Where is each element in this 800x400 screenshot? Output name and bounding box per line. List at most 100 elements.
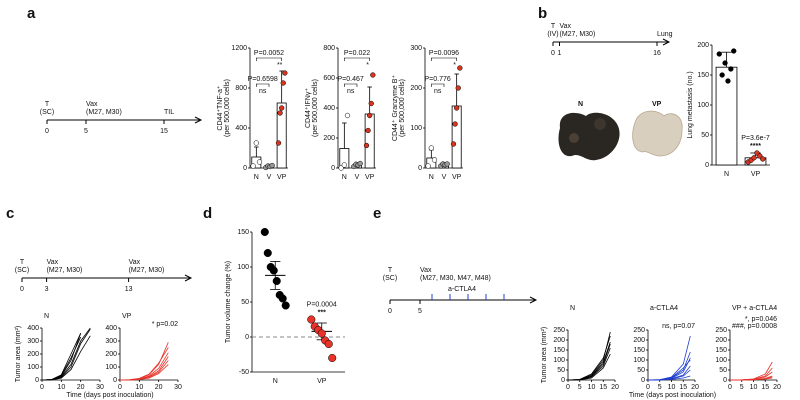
data-point (260, 227, 269, 237)
timeline-tick-label: 0 (20, 286, 24, 293)
data-point (370, 72, 376, 78)
data-point (428, 145, 434, 151)
data-point (425, 163, 431, 169)
nodule (594, 118, 606, 130)
significance: * (453, 62, 456, 69)
x-tick-label: 0 (566, 384, 570, 391)
x-tick-label: 30 (96, 384, 104, 391)
plot-title: N (44, 313, 49, 320)
x-tick-label: V (442, 174, 447, 181)
x-tick-label: VP (751, 171, 761, 178)
y-tick-label: 400 (323, 105, 335, 112)
y-axis-label: CD44⁺ Granzyme B⁺ (391, 75, 399, 141)
y-tick-label: 0 (35, 377, 39, 384)
y-tick-label: 300 (410, 45, 422, 52)
y-tick-label: 400 (105, 325, 117, 332)
growth-curve (41, 329, 91, 381)
growth-curve (647, 335, 691, 381)
significance: *** (318, 309, 326, 316)
timeline-tick-label: 0 (388, 308, 392, 315)
panel-letter: c (6, 205, 14, 222)
y-tick-label: 400 (235, 125, 247, 132)
significance-bracket (431, 83, 445, 87)
y-axis-label: Lung metastasis (no.) (687, 71, 694, 138)
y-tick-label: 200 (27, 351, 39, 358)
significance: ** (277, 62, 283, 69)
data-point (307, 315, 316, 324)
x-axis-label: Time (days post inoculation) (66, 392, 153, 399)
timeline-label: T (45, 101, 50, 108)
x-tick-label: 0 (728, 384, 732, 391)
timeline-tick-label: 5 (418, 308, 422, 315)
y-tick-label: 200 (105, 351, 117, 358)
x-tick-label: 10 (668, 384, 676, 391)
data-point (444, 161, 450, 167)
p-value: P=0.0096 (429, 50, 459, 57)
y-tick-label: 150 (633, 347, 645, 354)
y-tick-label: 200 (410, 85, 422, 92)
significance-bracket (344, 83, 358, 87)
growth-curve (648, 375, 691, 381)
y-tick-label: 600 (323, 75, 335, 82)
growth-curve (41, 335, 91, 381)
plot-title: VP + a-CTLA4 (732, 305, 777, 312)
x-tick-label: 20 (611, 384, 619, 391)
data-point (324, 339, 333, 349)
nodule (569, 133, 579, 143)
timeline-label: (M27, M30) (560, 31, 596, 38)
timeline-tick-label: 0 (45, 128, 49, 135)
x-tick-label: 20 (155, 384, 163, 391)
timeline-label: (SC) (383, 275, 397, 282)
lung-image-vp (632, 110, 683, 157)
data-point (277, 110, 283, 116)
y-axis-label: (per 500,000 cells) (224, 79, 231, 137)
x-tick-label: VP (365, 174, 375, 181)
x-tick-label: V (355, 174, 360, 181)
y-axis-label: (per 500,000 cells) (312, 79, 319, 137)
significance: ns (347, 88, 355, 95)
timeline-tick-label: 0 (551, 50, 555, 57)
y-tick-label: 100 (237, 264, 249, 271)
timeline-arrow (529, 296, 538, 304)
data-point (338, 165, 344, 171)
timeline-label: Vax (420, 267, 432, 274)
data-point (454, 105, 460, 111)
plot-note: ns, p=0.07 (662, 323, 695, 330)
significance: ns (259, 88, 267, 95)
x-tick-label: 0 (646, 384, 650, 391)
bar (364, 113, 375, 169)
y-tick-label: 300 (105, 338, 117, 345)
plot-title: a-CTLA4 (650, 305, 678, 312)
timeline-tick-label: 13 (125, 286, 133, 293)
y-tick-label: 50 (637, 367, 645, 374)
significance-bracket (431, 57, 457, 61)
panel-letter: d (203, 205, 212, 222)
y-axis-label: CD44⁺TNF-a⁺ (216, 85, 224, 130)
x-tick-label: 10 (57, 384, 65, 391)
data-point (716, 51, 722, 57)
y-tick-label: 100 (715, 357, 727, 364)
data-point (253, 140, 259, 146)
timeline-label: TIL (164, 109, 174, 116)
timeline-label: Vax (86, 101, 98, 108)
data-point (281, 301, 290, 310)
y-tick-label: 200 (715, 337, 727, 344)
p-value: P=0.0052 (254, 50, 284, 57)
y-tick-label: 200 (697, 42, 709, 49)
plot-note: ###, p=0.0008 (732, 323, 777, 330)
timeline-tick-label: 5 (84, 128, 88, 135)
data-point (357, 160, 363, 167)
data-point (341, 162, 347, 168)
y-tick-label: 50 (557, 367, 565, 374)
x-tick-label: 30 (174, 384, 182, 391)
data-point (760, 156, 766, 162)
y-tick-label: 0 (641, 377, 645, 384)
y-tick-label: 100 (410, 125, 422, 132)
timeline-tick-label: 16 (653, 50, 661, 57)
growth-curve (567, 331, 611, 381)
y-tick-label: 0 (331, 165, 335, 172)
data-point (363, 142, 370, 149)
image-label: N (578, 101, 583, 108)
plot-note: * p=0.02 (152, 321, 178, 328)
